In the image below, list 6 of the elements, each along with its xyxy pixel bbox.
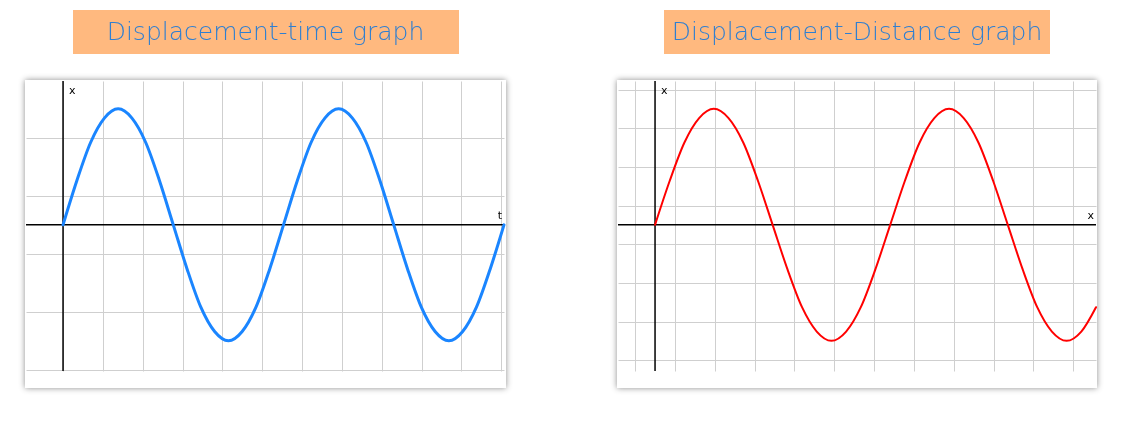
x-axis-title: t	[497, 208, 503, 222]
x-axis-title: x	[1087, 208, 1095, 222]
chart-title: Displacement-Distance graph	[664, 10, 1050, 54]
y-axis-title: x	[69, 84, 77, 97]
chart-title: Displacement-time graph	[72, 10, 459, 54]
y-axis-title: x	[661, 84, 669, 97]
